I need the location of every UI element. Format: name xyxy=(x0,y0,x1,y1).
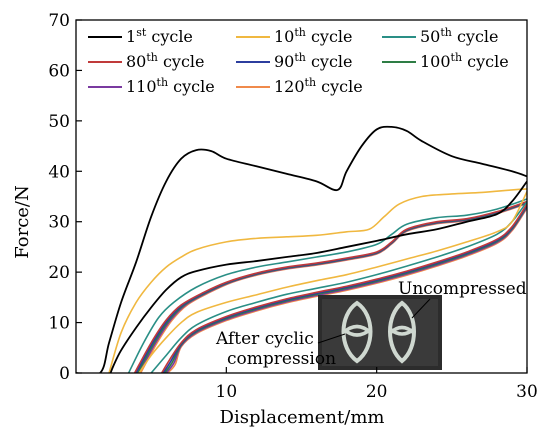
photo-background xyxy=(322,299,438,366)
series-2-loading-line xyxy=(108,188,527,373)
legend-entry-4: 80th cycle xyxy=(126,51,205,71)
legend: 1st cycle 10th cycle 50th cycle 80th cycle 9… xyxy=(88,26,509,96)
series-4-loading-line xyxy=(133,200,527,373)
y-tick-label-20: 20 xyxy=(48,263,70,283)
series-1-unloading-line xyxy=(109,180,527,373)
specimen-uncompressed-icon xyxy=(388,300,416,364)
inset-photo xyxy=(318,295,442,370)
series-layer xyxy=(76,125,527,373)
y-tick-label-50: 50 xyxy=(48,112,70,132)
legend-entry-7: 110th cycle xyxy=(126,76,215,96)
y-tick-label-30: 30 xyxy=(48,213,70,233)
y-tick-label-10: 10 xyxy=(48,314,70,334)
legend-entry-1: 1st cycle xyxy=(126,26,193,46)
legend-entry-2: 10th cycle xyxy=(274,26,353,46)
legend-entry-6: 100th cycle xyxy=(420,51,509,71)
x-tick-label-30: 30 xyxy=(516,382,538,402)
x-axis-label: Displacement/mm xyxy=(220,407,385,428)
series-3-unloading-line xyxy=(150,201,527,373)
specimen-compressed-icon xyxy=(341,300,373,364)
y-axis-label: Force/N xyxy=(12,185,33,259)
annotation-uncompressed-arrow xyxy=(411,298,431,319)
legend-entry-5: 90th cycle xyxy=(274,51,353,71)
series-2-unloading-line xyxy=(138,191,527,373)
x-tick-label-10: 10 xyxy=(216,382,238,402)
annotation-uncompressed: Uncompressed xyxy=(398,279,527,299)
legend-entry-8: 120th cycle xyxy=(274,76,363,96)
series-4-unloading-line xyxy=(161,203,527,373)
y-tick-label-70: 70 xyxy=(48,11,70,31)
annotation-after-cyclic-arrow xyxy=(317,333,346,344)
annotation-after-cyclic-line-2: compression xyxy=(227,349,336,369)
y-tick-label-60: 60 xyxy=(48,61,70,81)
annotation-after-cyclic-line-1: After cyclic xyxy=(215,329,314,349)
legend-entry-3: 50th cycle xyxy=(420,26,499,46)
x-tick-label-20: 20 xyxy=(366,382,388,402)
plot-frame xyxy=(75,19,528,374)
axes-layer: 0 10 20 30 40 50 60 70 10 20 30 xyxy=(48,11,537,402)
series-1-loading-line xyxy=(76,125,527,373)
y-tick-label-0: 0 xyxy=(59,364,70,384)
y-tick-label-40: 40 xyxy=(48,162,70,182)
series-3-loading-line xyxy=(127,198,527,373)
